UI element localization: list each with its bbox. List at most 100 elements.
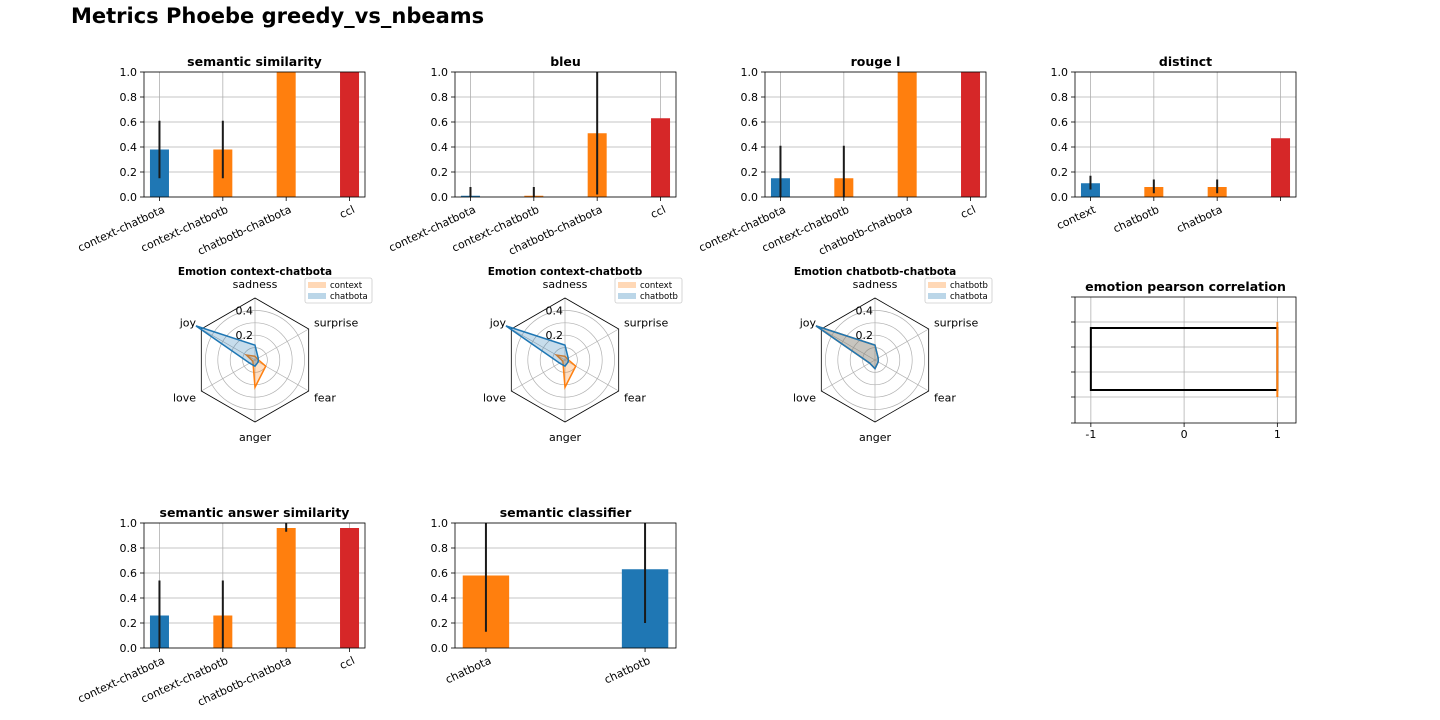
y-tick-label: 1.0	[741, 66, 759, 79]
legend-swatch	[308, 282, 326, 288]
legend-swatch	[618, 293, 636, 299]
y-tick-label: 1.0	[431, 66, 449, 79]
radar-tick-label: 0.4	[856, 304, 874, 317]
x-tick-label: chatbota	[1175, 203, 1225, 235]
radar-axis-label: joy	[489, 317, 507, 330]
radar-spoke	[254, 328, 309, 361]
axes-frame	[1074, 296, 1297, 424]
chart-semantic-answer-similarity: 0.00.20.40.60.81.0context-chatbotacontex…	[76, 505, 366, 709]
y-tick-label: 0.6	[431, 567, 449, 580]
legend-label: chatbota	[950, 292, 988, 302]
y-tick-label: 1.0	[431, 517, 449, 530]
y-tick-label: 0.8	[741, 91, 759, 104]
chart-rouge-l: 0.00.20.40.60.81.0context-chatbotacontex…	[697, 54, 987, 258]
chart-title: semantic classifier	[500, 505, 632, 520]
radar-axis-label: anger	[239, 431, 271, 444]
y-tick-label: 0.0	[120, 191, 138, 204]
radar-spoke	[564, 328, 619, 361]
radar-axis-label: love	[483, 392, 506, 405]
y-tick-label: 0.6	[1051, 116, 1069, 129]
radar-spoke	[874, 359, 929, 392]
legend-box	[614, 277, 683, 304]
y-tick-label: 0.2	[431, 617, 449, 630]
radar-tick-label: 0.4	[236, 304, 254, 317]
radar-spoke	[201, 359, 256, 392]
chart-title: semantic similarity	[187, 54, 322, 69]
radar-spoke	[874, 328, 929, 361]
chart-title: semantic answer similarity	[160, 505, 350, 520]
y-tick-label: 0.6	[120, 567, 138, 580]
chart-emotion-context-chatbotb: 0.2 0.4 sadness surprise fear anger love joy Emo…	[483, 266, 683, 444]
radar-axis-label: surprise	[934, 317, 979, 330]
y-tick-label: 0.8	[120, 91, 138, 104]
legend-swatch	[928, 293, 946, 299]
radar-axis-label: joy	[179, 317, 197, 330]
chart-title: Emotion context-chatbota	[178, 266, 332, 278]
radar-axis-label: joy	[799, 317, 817, 330]
axes-frame	[454, 522, 677, 649]
x-tick-label: ccl	[649, 203, 668, 221]
chart-semantic-classifier: 0.0 0.2 0.4 0.6 0.8 1.0 chatbota chatbotb semant…	[431, 505, 677, 686]
chart-title: emotion pearson correlation	[1085, 279, 1286, 294]
legend-label: chatbotb	[950, 281, 988, 291]
axes-frame	[143, 71, 366, 198]
x-tick-label: ccl	[338, 654, 357, 672]
y-tick-label: 0.4	[741, 141, 759, 154]
axes-frame	[143, 522, 366, 649]
radar-spoke	[821, 359, 876, 392]
x-tick-label: -1	[1085, 428, 1096, 441]
chart-title: distinct	[1159, 54, 1212, 69]
x-tick-label: chatbotb	[602, 654, 652, 687]
radar-tick-label: 0.2	[856, 329, 874, 342]
bar	[1271, 138, 1291, 197]
y-tick-label: 1.0	[120, 517, 138, 530]
y-tick-label: 0.2	[120, 617, 138, 630]
axes-frame	[764, 71, 987, 198]
legend-swatch	[928, 282, 946, 288]
legend-label: chatbotb	[640, 292, 678, 302]
y-tick-label: 0.0	[1051, 191, 1069, 204]
y-tick-label: 0.8	[431, 91, 449, 104]
legend-box	[304, 277, 373, 304]
radar-axis-label: surprise	[314, 317, 359, 330]
chart-title: Emotion chatbotb-chatbota	[794, 266, 956, 278]
bar	[276, 528, 296, 648]
radar-axis-label: sadness	[233, 278, 278, 291]
y-tick-label: 0.0	[431, 642, 449, 655]
y-tick-label: 0.0	[120, 642, 138, 655]
radar-axis-label: anger	[859, 431, 891, 444]
chart-emotion-context-chatbota: 0.2 0.4 sadness surprise fear anger love joy Emo…	[173, 266, 373, 444]
radar-series-chatbota	[815, 325, 879, 370]
radar-axis-label: love	[173, 392, 196, 405]
chart-title: bleu	[550, 54, 581, 69]
chart-bleu: 0.00.20.40.60.81.0context-chatbotacontex…	[387, 54, 677, 258]
y-tick-label: 0.8	[120, 542, 138, 555]
x-tick-label: 1	[1274, 428, 1281, 441]
x-tick-label: ccl	[959, 203, 978, 221]
y-tick-label: 1.0	[120, 66, 138, 79]
y-tick-label: 0.6	[431, 116, 449, 129]
y-tick-label: 1.0	[1051, 66, 1069, 79]
radar-axis-label: sadness	[543, 278, 588, 291]
y-tick-label: 0.4	[1051, 141, 1069, 154]
radar-series-context	[554, 353, 577, 390]
bar	[897, 72, 917, 197]
x-tick-label: context	[1055, 203, 1099, 233]
legend-label: context	[640, 281, 673, 291]
legend-swatch	[308, 293, 326, 299]
radar-series-context	[244, 353, 267, 390]
radar-spoke	[511, 359, 566, 392]
x-tick-label: chatbota	[443, 654, 493, 686]
x-tick-label: 0	[1181, 428, 1188, 441]
y-tick-label: 0.0	[741, 191, 759, 204]
chart-semantic-similarity: 0.00.20.40.60.81.0context-chatbotacontex…	[76, 54, 366, 258]
bar	[651, 118, 671, 197]
y-tick-label: 0.4	[431, 592, 449, 605]
chart-title: rouge l	[851, 54, 901, 69]
radar-axis-label: fear	[624, 392, 646, 405]
legend-swatch	[618, 282, 636, 288]
y-tick-label: 0.4	[120, 592, 138, 605]
bar	[340, 528, 360, 648]
y-tick-label: 0.0	[431, 191, 449, 204]
